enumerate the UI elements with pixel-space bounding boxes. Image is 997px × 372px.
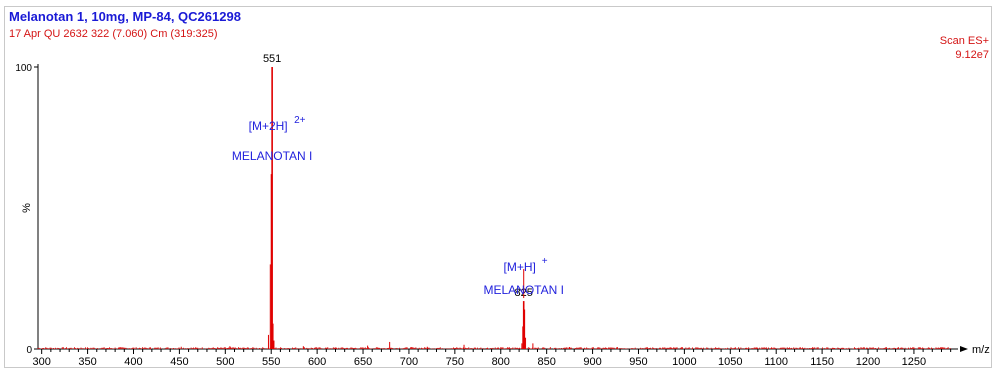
x-tick-label: 1150 xyxy=(810,356,834,368)
x-tick-label: 1100 xyxy=(764,356,788,368)
x-tick-label: 850 xyxy=(537,356,555,368)
x-axis-arrow xyxy=(960,346,968,352)
max-intensity: 9.12e7 xyxy=(955,49,989,61)
acquisition-info: 17 Apr QU 2632 322 (7.060) Cm (319:325) xyxy=(9,28,218,40)
x-tick-label: 300 xyxy=(32,356,50,368)
x-tick-label: 1250 xyxy=(902,356,926,368)
y-tick-label: 100 xyxy=(15,63,32,74)
x-tick-label: 700 xyxy=(400,356,418,368)
x-tick-label: 350 xyxy=(78,356,96,368)
x-tick-label: 400 xyxy=(124,356,142,368)
x-tick-label: 900 xyxy=(583,356,601,368)
x-tick-label: 600 xyxy=(308,356,326,368)
y-axis-label: % xyxy=(21,203,33,213)
compound-annotation: MELANOTAN I xyxy=(483,283,563,297)
x-tick-label: 1200 xyxy=(856,356,880,368)
x-tick-label: 1050 xyxy=(718,356,742,368)
spectrum-title: Melanotan 1, 10mg, MP-84, QC261298 xyxy=(9,9,241,24)
x-tick-label: 1000 xyxy=(672,356,696,368)
x-tick-label: 750 xyxy=(446,356,464,368)
baseline-noise xyxy=(37,347,951,349)
x-axis-label: m/z xyxy=(972,344,990,356)
y-tick-label: 0 xyxy=(26,345,32,356)
x-tick-label: 950 xyxy=(629,356,647,368)
x-tick-label: 550 xyxy=(262,356,280,368)
scan-mode: Scan ES+ xyxy=(939,35,989,47)
scan-info: Scan ES+ 9.12e7 xyxy=(940,34,989,62)
charge-annotation: 2+ xyxy=(294,115,306,126)
ion-annotation: [M+H] xyxy=(504,260,536,274)
ion-annotation: [M+2H] xyxy=(249,119,288,133)
spectrum-frame xyxy=(4,6,992,368)
x-tick-label: 800 xyxy=(492,356,510,368)
charge-annotation: + xyxy=(542,256,548,267)
x-tick-label: 650 xyxy=(354,356,372,368)
x-tick-label: 500 xyxy=(216,356,234,368)
x-tick-label: 450 xyxy=(170,356,188,368)
compound-annotation: MELANOTAN I xyxy=(232,149,312,163)
peak-label: 551 xyxy=(263,53,281,65)
